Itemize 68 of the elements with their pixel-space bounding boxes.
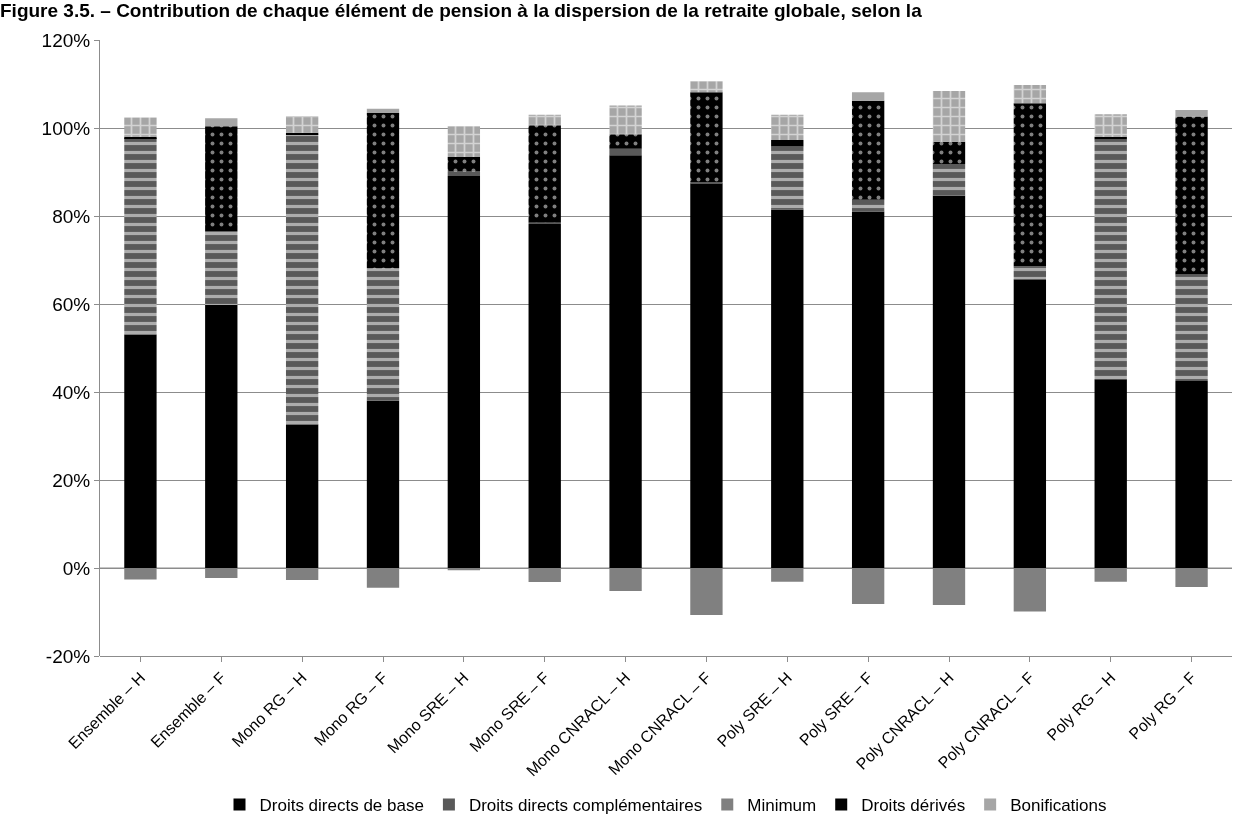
bar (851, 92, 885, 101)
bar (528, 223, 561, 568)
bar (447, 126, 481, 158)
bar (609, 148, 642, 156)
bar (1013, 266, 1047, 280)
bar (851, 211, 885, 568)
y-tick-label: -20% (45, 645, 91, 667)
bar (690, 183, 723, 568)
bar (851, 100, 885, 200)
legend-label: Bonifications (1010, 796, 1107, 816)
bar (205, 304, 238, 568)
y-tick-label: 120% (41, 29, 91, 51)
bar (528, 114, 561, 126)
bar (1013, 103, 1047, 267)
bar (1175, 274, 1208, 381)
bar (771, 209, 804, 568)
bar (285, 424, 319, 568)
legend-label: Droits directs de base (259, 796, 424, 816)
bar (285, 116, 319, 133)
bar (1094, 139, 1127, 380)
bar (366, 113, 400, 269)
bar (1175, 381, 1208, 568)
bar (932, 91, 966, 142)
bar (447, 157, 481, 172)
y-tick-label: 60% (52, 293, 91, 315)
bar (771, 146, 804, 210)
bar (124, 334, 157, 568)
bar (205, 118, 238, 127)
bar (447, 175, 481, 568)
bar (205, 230, 238, 305)
bar (932, 195, 966, 568)
bar (124, 136, 157, 139)
legend-label: Droits directs complémentaires (468, 796, 703, 816)
bar (124, 117, 157, 137)
bar (1094, 114, 1127, 137)
bar (932, 164, 966, 196)
bar (609, 155, 642, 568)
bar (771, 114, 804, 140)
bar (690, 81, 723, 93)
bar (447, 171, 481, 176)
y-tick-label: 100% (41, 117, 91, 139)
bar (366, 108, 400, 114)
chart-title: Figure 3.5. – Contribution de chaque élément de pension à la dispersion de la retraite globale, selon la (0, 0, 923, 22)
bar (1013, 279, 1047, 568)
bar (609, 105, 642, 135)
bar (1175, 109, 1208, 117)
bar (1175, 116, 1208, 275)
x-tick-label: Poly RG – H (1043, 668, 1119, 744)
bar (690, 92, 723, 183)
bar (285, 132, 319, 135)
legend-label: Minimum (747, 796, 817, 816)
bar (528, 125, 561, 223)
bar (366, 268, 400, 401)
bar (1094, 379, 1127, 568)
bar (609, 134, 642, 149)
y-tick-label: 40% (52, 381, 91, 403)
y-tick-label: 20% (52, 469, 91, 491)
bar (205, 126, 238, 231)
bar (285, 134, 319, 425)
legend-label: Droits dérivés (861, 796, 966, 816)
bar (366, 400, 400, 568)
bar (1013, 84, 1047, 104)
bar (851, 199, 885, 212)
y-tick-label: 80% (52, 205, 91, 227)
y-tick-label: 0% (62, 557, 91, 579)
bar (932, 141, 966, 165)
bar (124, 138, 157, 335)
bar (771, 139, 804, 147)
